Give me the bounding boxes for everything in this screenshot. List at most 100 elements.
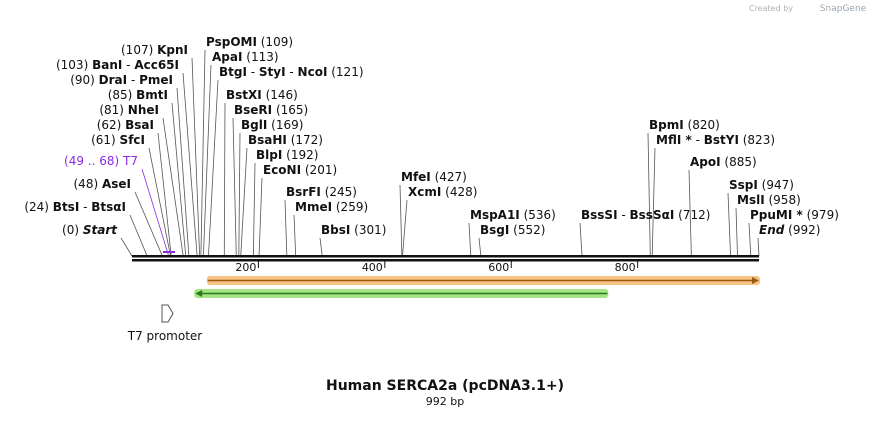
site-name-t7: T7 [122, 154, 138, 168]
site-name2-drai: PmeI [139, 73, 173, 87]
site-pos-bsssi: (712) [674, 208, 710, 222]
site-label-bseri: BseRI (165) [234, 103, 308, 117]
site-label-asei: (48) AseI [74, 177, 132, 191]
site-name-bstxi: BstXI [226, 88, 262, 102]
site-label-drai: (90) DraI - PmeI [70, 73, 173, 87]
site-name-sspi: SspI [729, 178, 758, 192]
green-feature-arrowhead [195, 290, 203, 297]
site-line-end [757, 237, 760, 257]
site-pos-apoi: (885) [721, 155, 757, 169]
credit-text: Created by [749, 4, 793, 13]
site-pos-bani: (103) [56, 58, 92, 72]
site-name3-btgi: NcoI [298, 65, 328, 79]
site-name-bseri: BseRI [234, 103, 272, 117]
site-line-mfli [651, 147, 656, 257]
site-name-bsrfi: BsrFI [286, 185, 321, 199]
site-name-bsssi: BssSI [581, 208, 618, 222]
site-sep-drai: - [127, 73, 139, 87]
site-label-bbsi: BbsI (301) [321, 223, 386, 237]
site-name-msli: MslI [737, 193, 765, 207]
site-pos-asei: (48) [74, 177, 102, 191]
site-name-btsi: BtsI [53, 200, 80, 214]
site-pos-xcmi: (428) [441, 185, 477, 199]
site-pos-bsai: (62) [97, 118, 125, 132]
site-label-pspomi: PspOMI (109) [206, 35, 293, 49]
site-line-bsrfi [284, 199, 288, 257]
site-label-sspi: SspI (947) [729, 178, 794, 192]
site-name-nhei: NheI [128, 103, 159, 117]
site-line-ppumi [748, 222, 752, 257]
t7-primer-mark [162, 251, 175, 253]
tick-label-200: 200 [235, 261, 256, 274]
site-line-apoi [688, 169, 692, 257]
site-pos-btsi: (24) [24, 200, 52, 214]
site-line-bpmi [647, 132, 651, 257]
site-pos-start: (0) [62, 223, 83, 237]
site-label-bgli: BglI (169) [241, 118, 303, 132]
site-line-bsssi [579, 222, 583, 257]
site-label-t7: (49 .. 68) T7 [64, 154, 138, 168]
site-name-end: End [759, 223, 785, 237]
site-name-xcmi: XcmI [408, 185, 441, 199]
site-line-msli [735, 207, 738, 257]
site-label-bsrfi: BsrFI (245) [286, 185, 357, 199]
site-name-mspa1i: MspA1I [470, 208, 520, 222]
site-label-start: (0) Start [62, 223, 118, 237]
site-line-kpni [191, 57, 201, 257]
site-label-xcmi: XcmI (428) [408, 185, 477, 199]
site-name-start: Start [83, 223, 118, 237]
features: T7 promoter [127, 276, 760, 343]
ruler-ticks: 200 400 600 800 [235, 261, 639, 274]
site-pos-pspomi: (109) [257, 35, 293, 49]
site-name-mfei: MfeI [401, 170, 431, 184]
site-name2-btgi: StyI [259, 65, 286, 79]
site-label-bmti: (85) BmtI [108, 88, 168, 102]
site-label-econi: EcoNI (201) [263, 163, 337, 177]
site-pos-mfli: (823) [739, 133, 775, 147]
site-sep-bsssi: - [618, 208, 630, 222]
site-label-mfei: MfeI (427) [401, 170, 467, 184]
site-line-bsgi [478, 237, 482, 257]
site-label-end: End (992) [759, 223, 820, 237]
site-pos-blpi: (192) [282, 148, 318, 162]
site-name-sfci: SfcI [120, 133, 145, 147]
site-labels: (0) Start (24) BtsI - BtsαI (48) AseI (49 .… [24, 35, 839, 237]
credit-brand[interactable]: SnapGene [820, 4, 867, 14]
site-name-apoi: ApoI [690, 155, 721, 169]
site-name-bsgi: BsgI [480, 223, 509, 237]
map-length: 992 bp [426, 395, 464, 408]
site-lines [120, 49, 760, 257]
site-name-btgi: BtgI [219, 65, 247, 79]
site-name-mmei: MmeI [295, 200, 332, 214]
site-label-msli: MslI (958) [737, 193, 801, 207]
site-pos-msli: (958) [765, 193, 801, 207]
site-line-start [120, 237, 133, 257]
site-line-bani [182, 72, 198, 257]
site-name-kpni: KpnI [157, 43, 188, 57]
site-name2-bani: Acc65I [134, 58, 179, 72]
site-name-bpmi: BpmI [649, 118, 684, 132]
site-line-mspa1i [468, 222, 472, 257]
site-pos-nhei: (81) [99, 103, 127, 117]
tick-label-600: 600 [488, 261, 509, 274]
site-sep-mfli: - [692, 133, 704, 147]
site-pos-btgi: (121) [327, 65, 363, 79]
backbone [132, 251, 759, 262]
site-name-bgli: BglI [241, 118, 267, 132]
site-pos-bsrfi: (245) [321, 185, 357, 199]
site-label-ppumi: PpuMI * (979) [750, 208, 839, 222]
site-pos-kpni: (107) [121, 43, 157, 57]
site-line-bbsi [319, 237, 323, 257]
site-line-btsi [129, 214, 148, 257]
site-pos-sfci: (61) [91, 133, 119, 147]
site-pos-bbsi: (301) [350, 223, 386, 237]
site-name-mfli: MflI * [656, 133, 692, 147]
site-sep2-btgi: - [286, 65, 298, 79]
site-pos-mspa1i: (536) [520, 208, 556, 222]
site-line-bgli [238, 132, 241, 257]
site-line-bseri [232, 117, 237, 257]
site-pos-mfei: (427) [431, 170, 467, 184]
site-pos-sspi: (947) [758, 178, 794, 192]
site-name-blpi: BlpI [256, 148, 282, 162]
site-label-apai: ApaI (113) [212, 50, 279, 64]
